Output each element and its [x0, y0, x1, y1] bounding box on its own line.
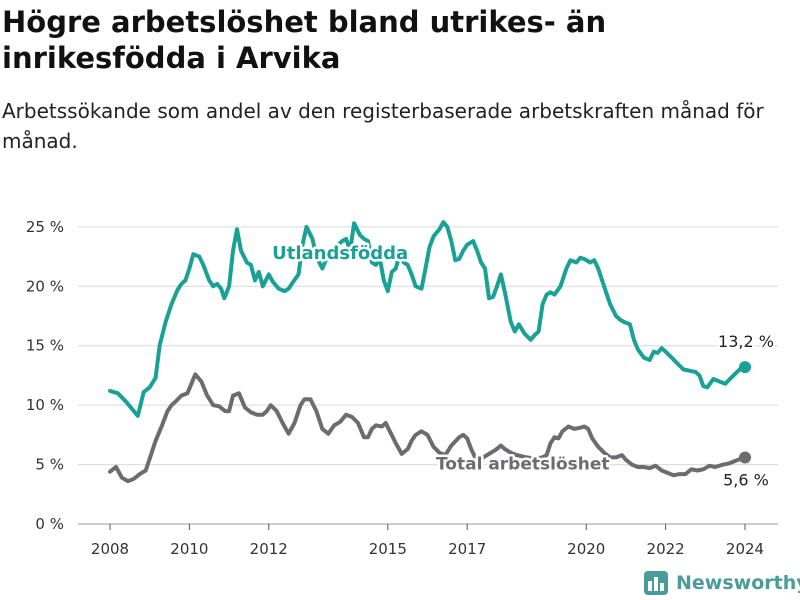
brand: Newsworthy: [644, 568, 800, 598]
series-end-point: [739, 451, 751, 464]
y-tick-label: 5 %: [35, 456, 64, 474]
x-tick-label: 2024: [726, 540, 764, 558]
chart-subtitle: Arbetssökande som andel av den registerb…: [2, 99, 764, 153]
x-tick-label: 2020: [567, 540, 605, 558]
x-tick-label: 2017: [448, 540, 486, 558]
y-tick-label: 20 %: [26, 277, 64, 295]
x-tick-label: 2022: [647, 540, 685, 558]
brand-name: Newsworthy: [676, 572, 800, 594]
x-tick-label: 2010: [170, 540, 208, 558]
x-tick-label: 2008: [91, 540, 129, 558]
series-line-utlandsfodda: [108, 220, 747, 418]
chart-title: Högre arbetslöshet bland utrikes- än inr…: [2, 5, 607, 75]
x-tick-label: 2015: [369, 540, 407, 558]
end-label-utlandsfodda: 13,2 %: [718, 332, 774, 351]
y-tick-label: 25 %: [26, 218, 64, 236]
end-label-total: 5,6 %: [723, 470, 769, 489]
series-label-utlandsfodda: Utlandsfödda: [272, 243, 408, 264]
series-label-total: Total arbetslöshet: [436, 454, 610, 474]
y-tick-label: 15 %: [26, 337, 64, 355]
y-tick-label: 0 %: [35, 515, 64, 533]
y-tick-label: 10 %: [26, 396, 64, 414]
series-end-point: [739, 361, 751, 374]
newsworthy-logo-icon: [644, 571, 668, 595]
x-tick-label: 2012: [250, 540, 288, 558]
series-line-total: [108, 372, 747, 484]
